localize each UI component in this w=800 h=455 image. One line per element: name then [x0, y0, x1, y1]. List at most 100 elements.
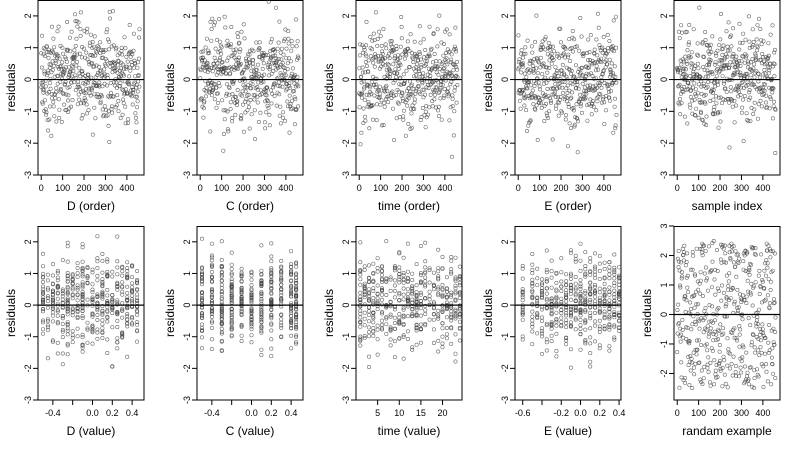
data-point — [704, 114, 709, 119]
data-point — [571, 74, 576, 79]
data-point — [568, 297, 573, 302]
data-point — [578, 104, 583, 109]
data-point — [75, 285, 80, 290]
data-point — [758, 98, 763, 103]
data-point — [51, 99, 56, 104]
data-point — [418, 272, 423, 277]
data-point — [771, 301, 776, 306]
data-point — [259, 283, 264, 288]
data-point — [414, 290, 419, 295]
data-point — [80, 314, 85, 319]
data-point — [95, 294, 100, 299]
data-point — [401, 273, 406, 278]
data-point — [289, 294, 294, 299]
y-tick-label: -2 — [23, 139, 33, 147]
data-point — [380, 49, 385, 54]
data-point — [95, 327, 100, 332]
data-point — [110, 306, 115, 311]
data-point — [289, 285, 294, 290]
data-point — [53, 90, 58, 95]
data-point — [734, 103, 739, 108]
y-tick-label: 2 — [23, 239, 33, 244]
data-point — [273, 5, 278, 10]
x-tick-label: 400 — [755, 408, 770, 418]
data-point — [362, 85, 367, 90]
data-point — [702, 67, 707, 72]
data-point — [380, 62, 385, 67]
data-point — [56, 97, 61, 102]
data-point — [45, 278, 50, 283]
data-point — [115, 265, 120, 270]
data-point — [442, 87, 447, 92]
data-point — [541, 45, 546, 50]
data-point — [564, 272, 569, 277]
data-point — [760, 279, 765, 284]
data-point — [554, 270, 559, 275]
data-point — [290, 44, 295, 49]
data-point — [209, 253, 214, 258]
data-point — [583, 318, 588, 323]
x-tick-label: 300 — [416, 183, 431, 193]
data-point — [683, 309, 688, 314]
data-point — [124, 66, 129, 71]
data-point — [524, 129, 529, 134]
data-point — [573, 291, 578, 296]
data-point — [612, 312, 617, 317]
data-point — [397, 320, 402, 325]
y-tick-label: 2 — [500, 13, 510, 18]
data-point — [597, 346, 602, 351]
data-point — [95, 312, 100, 317]
data-point — [105, 83, 110, 88]
data-point — [397, 290, 402, 295]
data-point — [609, 45, 614, 50]
data-point — [617, 319, 622, 324]
data-point — [100, 326, 105, 331]
data-point — [453, 277, 458, 282]
data-point — [714, 101, 719, 106]
data-point — [694, 246, 699, 251]
data-point — [609, 61, 614, 66]
data-point — [389, 96, 394, 101]
data-point — [694, 289, 699, 294]
data-point — [549, 312, 554, 317]
data-point — [75, 308, 80, 313]
data-point — [369, 79, 374, 84]
data-point — [359, 80, 364, 85]
data-point — [229, 42, 234, 47]
data-point — [711, 108, 716, 113]
data-point — [427, 289, 432, 294]
data-point — [612, 280, 617, 285]
data-point — [265, 52, 270, 57]
data-point — [42, 69, 47, 74]
data-point — [725, 54, 730, 59]
points — [357, 10, 460, 159]
data-point — [579, 65, 584, 70]
data-point — [427, 267, 432, 272]
data-point — [523, 96, 528, 101]
data-point — [288, 102, 293, 107]
data-point — [689, 306, 694, 311]
x-tick-label: -0.6 — [515, 408, 531, 418]
data-point — [259, 330, 264, 335]
data-point — [379, 309, 384, 314]
x-axis-title: E (value) — [544, 424, 592, 438]
data-point — [275, 63, 280, 68]
data-point — [248, 98, 253, 103]
plot-frame — [37, 0, 145, 176]
data-point — [294, 17, 299, 22]
data-point — [588, 33, 593, 38]
data-point — [431, 311, 436, 316]
data-point — [446, 86, 451, 91]
data-point — [209, 262, 214, 267]
data-point — [269, 101, 274, 106]
data-point — [728, 296, 733, 301]
data-point — [115, 70, 120, 75]
data-point — [559, 279, 564, 284]
data-point — [130, 90, 135, 95]
data-point — [430, 104, 435, 109]
data-point — [87, 91, 92, 96]
data-point — [221, 108, 226, 113]
